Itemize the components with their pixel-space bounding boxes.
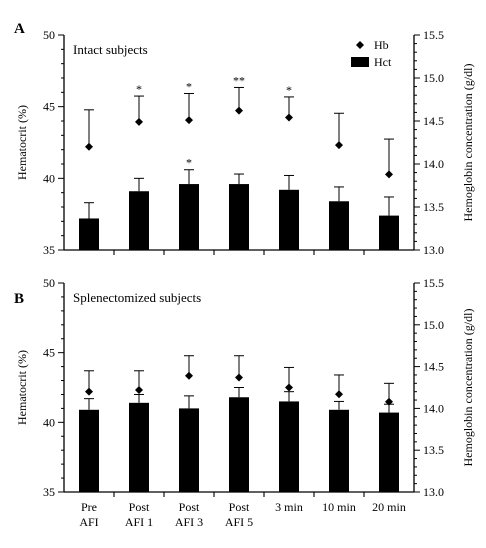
hct-bar [229, 184, 249, 250]
y-axis-title: Hematocrit (%) [15, 350, 29, 425]
y2-tick-label: 13.5 [423, 443, 444, 457]
y2-tick-label: 14.5 [423, 114, 444, 128]
panel-title: Splenectomized subjects [73, 290, 201, 305]
panel-label: B [14, 291, 24, 307]
hb-point [285, 113, 293, 122]
hb-significance: * [186, 79, 192, 93]
hb-point [85, 142, 93, 151]
y2-tick-label: 13.0 [423, 243, 444, 257]
hb-point [385, 170, 393, 179]
legend-hb-marker [356, 41, 364, 49]
hct-bar [79, 409, 99, 492]
hb-point [185, 116, 193, 125]
y2-tick-label: 13.0 [423, 485, 444, 499]
hb-significance: ** [233, 73, 245, 87]
hct-bar [229, 397, 249, 492]
chart-panel-b: B Splenectomized subjects 35 40 45 50 13.0 13.5… [14, 276, 475, 499]
panel-title: Intact subjects [73, 42, 148, 57]
hct-bar [329, 409, 349, 492]
hb-point [135, 117, 143, 126]
y-tick-label: 40 [43, 171, 55, 185]
y-tick-label: 35 [43, 485, 55, 499]
y-tick-label: 35 [43, 243, 55, 257]
y2-axis-title: Hemoglobin concentration (g/dl) [461, 309, 475, 467]
legend-hct-marker [351, 57, 369, 67]
hct-bar [279, 189, 299, 250]
hct-significance: * [186, 156, 192, 170]
x-category-label: AFI 5 [225, 515, 253, 529]
hct-bar [79, 218, 99, 250]
x-category-label: Pre [81, 500, 97, 514]
hct-bar [279, 401, 299, 492]
y2-tick-label: 15.0 [423, 71, 444, 85]
hct-bar [379, 215, 399, 250]
hb-significance: * [286, 83, 292, 97]
x-category-label: Post [179, 500, 200, 514]
hb-point [285, 383, 293, 392]
legend-hb-label: Hb [374, 38, 389, 52]
x-category-label: AFI 3 [175, 515, 203, 529]
y2-tick-label: 15.0 [423, 318, 444, 332]
x-category-label: Post [129, 500, 150, 514]
y-tick-label: 45 [43, 346, 55, 360]
hb-point [335, 141, 343, 150]
hct-bar [379, 412, 399, 492]
hct-bar [129, 191, 149, 250]
y2-tick-label: 15.5 [423, 28, 444, 42]
y-tick-label: 50 [43, 28, 55, 42]
hb-significance: * [136, 82, 142, 96]
y-tick-label: 50 [43, 276, 55, 290]
hct-bar [329, 201, 349, 250]
y-tick-label: 40 [43, 415, 55, 429]
x-category-label: Post [229, 500, 250, 514]
x-category-label: 10 min [322, 500, 356, 514]
y2-tick-label: 15.5 [423, 276, 444, 290]
y2-tick-label: 14.0 [423, 157, 444, 171]
hb-point [235, 373, 243, 382]
y2-tick-label: 14.0 [423, 401, 444, 415]
x-category-label: 20 min [372, 500, 406, 514]
y2-tick-label: 13.5 [423, 200, 444, 214]
x-category-label: 3 min [275, 500, 303, 514]
panel-label: A [14, 21, 25, 37]
x-category-label: AFI [79, 515, 98, 529]
legend-hct-label: Hct [374, 55, 392, 69]
chart-panel-a: A Intact subjects 35 40 45 50 13.0 13.5 14.0 14.5… [14, 21, 475, 257]
x-category-label: AFI 1 [125, 515, 153, 529]
hb-point [335, 390, 343, 399]
hct-bar [179, 408, 199, 492]
hct-bar [129, 402, 149, 492]
y2-tick-label: 14.5 [423, 360, 444, 374]
hct-bar [179, 184, 199, 250]
y-tick-label: 45 [43, 100, 55, 114]
y2-axis-title: Hemoglobin concentration (g/dl) [461, 64, 475, 222]
hb-point [385, 397, 393, 406]
hb-point [135, 386, 143, 395]
y-axis-title: Hematocrit (%) [15, 105, 29, 180]
hb-point [185, 371, 193, 380]
hb-point [235, 106, 243, 115]
hb-point [85, 387, 93, 396]
